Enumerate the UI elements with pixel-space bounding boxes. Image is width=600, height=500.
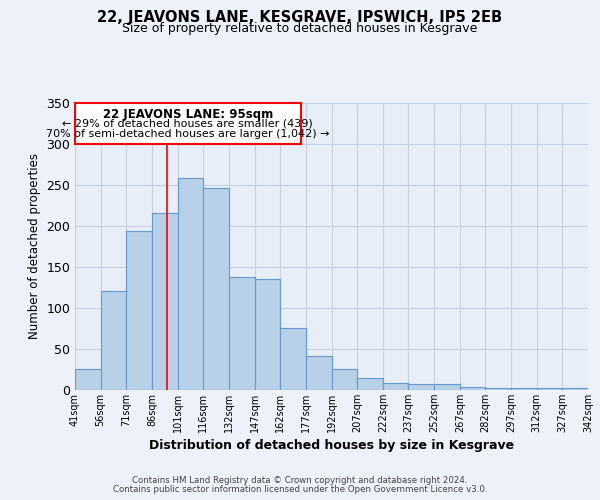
Bar [178, 178, 203, 390]
Bar [562, 388, 588, 390]
Bar [434, 384, 460, 390]
Bar [460, 386, 485, 390]
Bar [203, 188, 229, 390]
Bar [383, 382, 409, 390]
Text: ← 29% of detached houses are smaller (439): ← 29% of detached houses are smaller (43… [62, 118, 313, 128]
Text: 22, JEAVONS LANE, KESGRAVE, IPSWICH, IP5 2EB: 22, JEAVONS LANE, KESGRAVE, IPSWICH, IP5… [97, 10, 503, 25]
Bar [537, 388, 562, 390]
Bar [511, 388, 537, 390]
Bar [254, 279, 280, 390]
X-axis label: Distribution of detached houses by size in Kesgrave: Distribution of detached houses by size … [149, 439, 514, 452]
Bar [306, 356, 331, 390]
Bar [357, 378, 383, 390]
Bar [409, 384, 434, 390]
Bar [127, 232, 152, 390]
Text: Contains HM Land Registry data © Crown copyright and database right 2024.: Contains HM Land Registry data © Crown c… [132, 476, 468, 485]
Text: Size of property relative to detached houses in Kesgrave: Size of property relative to detached ho… [122, 22, 478, 35]
Text: 22 JEAVONS LANE: 95sqm: 22 JEAVONS LANE: 95sqm [103, 108, 273, 120]
Bar [280, 328, 306, 390]
Y-axis label: Number of detached properties: Number of detached properties [28, 153, 41, 340]
Bar [152, 214, 178, 390]
Text: 70% of semi-detached houses are larger (1,042) →: 70% of semi-detached houses are larger (… [46, 128, 329, 138]
Bar [75, 370, 101, 390]
Bar [485, 388, 511, 390]
Bar [101, 292, 127, 390]
Bar [331, 370, 357, 390]
Bar [229, 278, 254, 390]
Text: Contains public sector information licensed under the Open Government Licence v3: Contains public sector information licen… [113, 485, 487, 494]
